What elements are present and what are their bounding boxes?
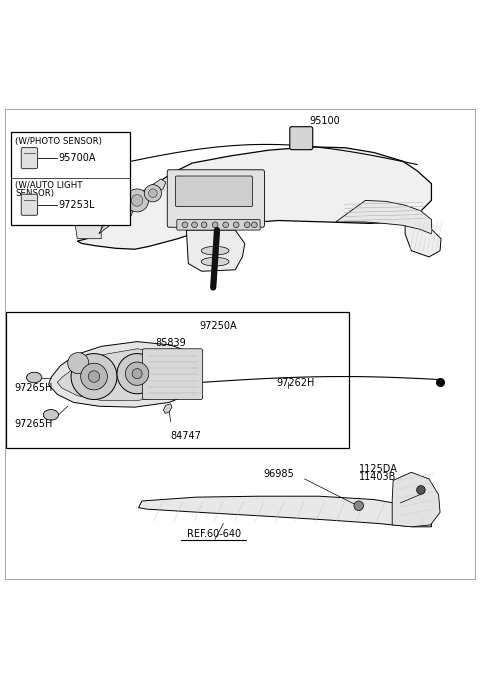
Text: 96985: 96985 (263, 469, 294, 479)
Circle shape (244, 222, 250, 228)
Ellipse shape (43, 409, 59, 420)
Circle shape (126, 189, 149, 212)
Text: 11403B: 11403B (359, 472, 396, 482)
Text: 85839: 85839 (155, 338, 186, 348)
Circle shape (417, 486, 425, 494)
Circle shape (223, 222, 228, 228)
Circle shape (113, 202, 126, 216)
Ellipse shape (201, 257, 229, 266)
Polygon shape (99, 179, 166, 234)
Circle shape (252, 222, 257, 228)
Polygon shape (139, 496, 432, 527)
Ellipse shape (26, 372, 42, 383)
Text: (W/AUTO LIGHT: (W/AUTO LIGHT (15, 180, 83, 190)
Polygon shape (48, 342, 202, 407)
Circle shape (192, 222, 197, 228)
Text: 97250A: 97250A (200, 321, 237, 331)
Circle shape (182, 222, 188, 228)
Circle shape (149, 189, 157, 197)
Circle shape (106, 195, 133, 222)
Circle shape (233, 222, 239, 228)
Circle shape (354, 501, 363, 510)
Text: (W/PHOTO SENSOR): (W/PHOTO SENSOR) (15, 137, 102, 146)
Polygon shape (73, 197, 101, 239)
FancyBboxPatch shape (21, 194, 37, 215)
Text: 97265H: 97265H (14, 420, 52, 429)
FancyBboxPatch shape (143, 349, 203, 400)
Text: 84747: 84747 (170, 431, 202, 441)
Circle shape (212, 222, 218, 228)
Text: 97253L: 97253L (58, 200, 95, 210)
Text: 95700A: 95700A (58, 153, 96, 163)
Circle shape (81, 363, 108, 390)
Polygon shape (57, 349, 197, 400)
FancyBboxPatch shape (175, 176, 252, 206)
Text: 97265H: 97265H (14, 383, 52, 393)
FancyBboxPatch shape (167, 170, 264, 227)
Polygon shape (186, 230, 245, 271)
Text: 95100: 95100 (310, 116, 340, 126)
Polygon shape (163, 404, 172, 413)
Ellipse shape (201, 246, 229, 255)
Polygon shape (392, 472, 440, 527)
Text: REF.60-640: REF.60-640 (187, 529, 241, 539)
Circle shape (68, 353, 89, 374)
Circle shape (132, 195, 143, 206)
Circle shape (201, 222, 207, 228)
Circle shape (132, 369, 142, 378)
Polygon shape (77, 147, 432, 249)
FancyBboxPatch shape (21, 148, 37, 169)
FancyBboxPatch shape (11, 132, 130, 225)
Circle shape (125, 362, 149, 385)
Text: 97262H: 97262H (276, 378, 314, 388)
Circle shape (144, 184, 161, 202)
FancyBboxPatch shape (6, 312, 348, 449)
FancyBboxPatch shape (177, 219, 260, 230)
Text: SENSOR): SENSOR) (15, 189, 54, 198)
Circle shape (88, 371, 100, 383)
Circle shape (71, 354, 117, 400)
Circle shape (117, 354, 157, 394)
Polygon shape (336, 200, 432, 234)
Text: 1125DA: 1125DA (359, 464, 397, 474)
FancyBboxPatch shape (290, 127, 313, 150)
Polygon shape (405, 219, 441, 257)
